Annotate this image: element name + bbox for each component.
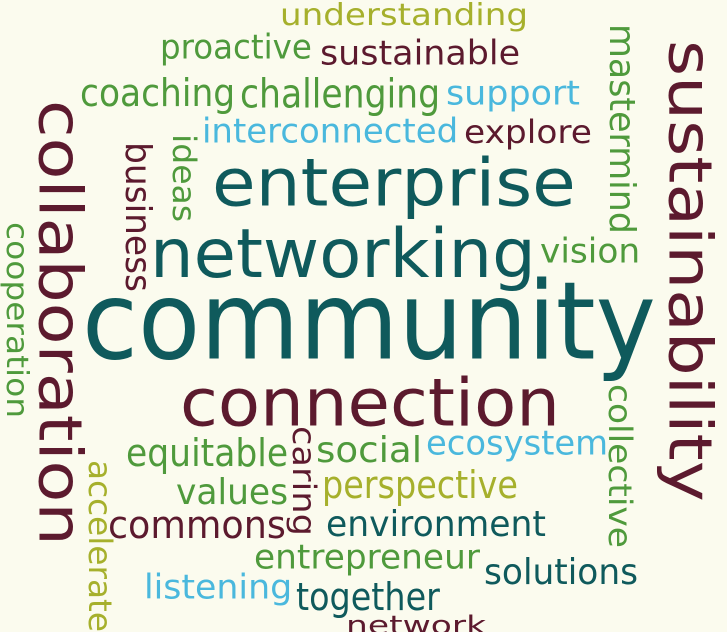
word-business: business (117, 142, 160, 292)
word-together: together (296, 574, 440, 620)
word-mastermind: mastermind (601, 24, 644, 234)
word-values: values (176, 470, 289, 513)
word-entrepreneur: entrepreneur (254, 536, 480, 577)
word-solutions: solutions (484, 550, 639, 593)
word-understanding: understanding (280, 0, 528, 33)
word-caring: caring (285, 426, 323, 537)
word-explore: explore (464, 113, 592, 151)
word-coaching: coaching (80, 70, 236, 116)
word-connection: connection (180, 364, 560, 442)
word-ecosystem: ecosystem (426, 422, 609, 463)
word-listening: listening (144, 566, 293, 607)
word-proactive: proactive (160, 26, 312, 67)
word-ideas: ideas (165, 134, 203, 223)
word-equitable: equitable (126, 430, 289, 476)
word-sustainable: sustainable (320, 32, 521, 73)
word-support: support (446, 72, 580, 113)
word-network: network (346, 609, 487, 632)
word-sustainability: sustainability (655, 40, 726, 502)
word-environment: environment (326, 502, 546, 545)
word-collective: collective (601, 384, 639, 548)
word-challenging: challenging (240, 70, 441, 118)
word-vision: vision (540, 230, 641, 271)
word-networking: networking (150, 213, 536, 294)
word-commons: commons (108, 502, 286, 548)
word-community: community (82, 258, 656, 385)
word-social: social (316, 428, 423, 471)
word-cooperation: cooperation (0, 222, 35, 419)
word-enterprise: enterprise (212, 144, 576, 222)
word-accelerate: accelerate (81, 460, 119, 632)
word-perspective: perspective (322, 462, 518, 508)
word-interconnected: interconnected (202, 110, 459, 151)
